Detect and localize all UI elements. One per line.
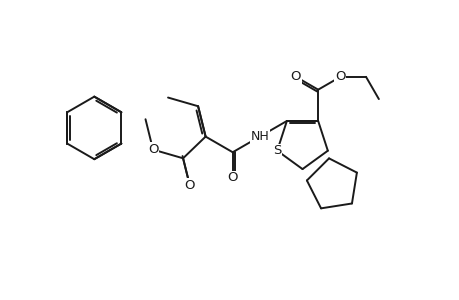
Text: NH: NH: [250, 130, 269, 143]
Text: O: O: [184, 178, 195, 191]
Text: O: O: [290, 70, 301, 83]
Text: O: O: [335, 70, 345, 83]
Text: O: O: [227, 171, 237, 184]
Text: O: O: [147, 143, 158, 156]
Text: S: S: [273, 144, 281, 157]
